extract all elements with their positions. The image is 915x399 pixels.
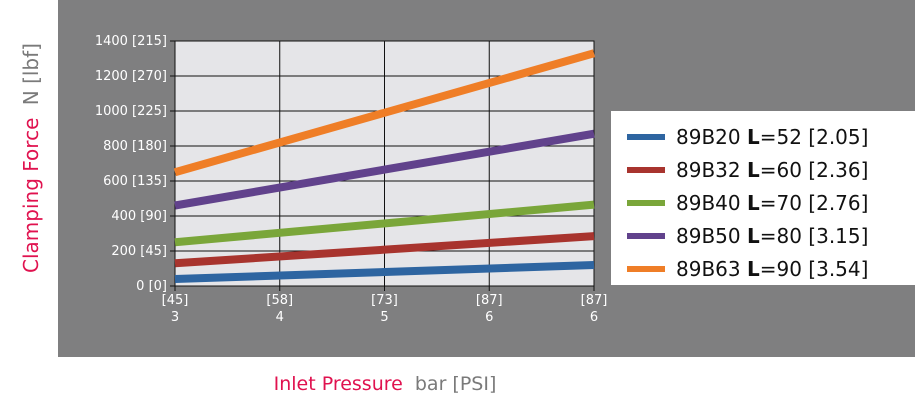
series-line-89B40 xyxy=(174,200,595,247)
y-axis-label: Clamping Force N [lbf] xyxy=(19,43,43,273)
y-tick-label: 800 [180] xyxy=(103,139,167,154)
legend-entry-89B63: 89B63 L=90 [3.54] xyxy=(676,257,868,281)
series-lines xyxy=(173,49,596,283)
legend-entry-89B50: 89B50 L=80 [3.15] xyxy=(676,224,868,248)
x-axis-label: Inlet Pressure bar [PSI] xyxy=(274,373,497,395)
x-axis-label-unit: bar [PSI] xyxy=(415,373,497,395)
y-tick-label: 400 [90] xyxy=(111,209,167,224)
series-line-89B63 xyxy=(173,49,596,177)
y-axis-label-unit: N [lbf] xyxy=(19,43,43,105)
x-tick-label-psi: [73] xyxy=(371,293,398,308)
legend: 89B20 L=52 [2.05] 89B32 L=60 [2.36] 89B40 … xyxy=(611,111,915,285)
legend-entry-89B32: 89B32 L=60 [2.36] xyxy=(676,158,868,182)
x-tick-label-psi: [58] xyxy=(266,293,293,308)
x-tick-label-psi: [87] xyxy=(476,293,503,308)
y-tick-label: 1400 [215] xyxy=(95,34,167,49)
series-line-89B50 xyxy=(174,129,595,210)
y-tick-label: 600 [135] xyxy=(103,174,167,189)
series-line-89B20 xyxy=(174,261,595,283)
x-tick-label-bar: 4 xyxy=(276,310,284,325)
x-tick-label-psi: [87] xyxy=(581,293,608,308)
x-axis-label-main: Inlet Pressure xyxy=(274,373,403,395)
legend-entry-89B20: 89B20 L=52 [2.05] xyxy=(676,125,868,149)
x-tick-label-bar: 6 xyxy=(590,310,598,325)
y-tick-label: 0 [0] xyxy=(136,279,167,294)
legend-entry-89B40: 89B40 L=70 [2.76] xyxy=(676,191,868,215)
y-tick-label: 1200 [270] xyxy=(95,69,167,84)
x-tick-label-psi: [45] xyxy=(162,293,189,308)
y-axis-label-main: Clamping Force xyxy=(19,118,43,273)
x-tick-label-bar: 5 xyxy=(380,310,388,325)
series-line-89B32 xyxy=(174,232,595,268)
y-ticks: 0 [0] 200 [45] 400 [90] 600 [135] 800 [180] 1… xyxy=(95,34,167,294)
y-tick-label: 200 [45] xyxy=(111,244,167,259)
x-tick-label-bar: 3 xyxy=(171,310,179,325)
y-tick-label: 1000 [225] xyxy=(95,104,167,119)
plot-border xyxy=(174,40,595,287)
x-ticks: [45] 3 [58] 4 [73] 5 [87] 6 [87] 6 xyxy=(162,293,608,325)
x-tick-label-bar: 6 xyxy=(485,310,493,325)
